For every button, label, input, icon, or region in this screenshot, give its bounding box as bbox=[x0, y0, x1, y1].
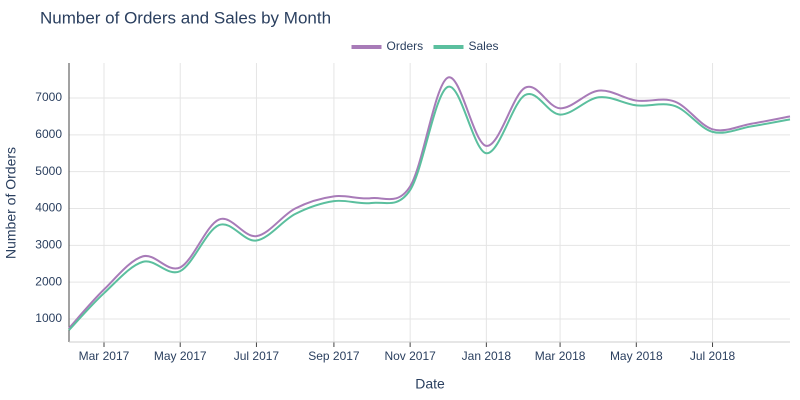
legend-label: Sales bbox=[469, 39, 499, 53]
x-tick-label: Jan 2018 bbox=[462, 349, 512, 363]
x-axis-title: Date bbox=[415, 376, 445, 392]
x-tick-label: Nov 2017 bbox=[384, 349, 436, 363]
series-line bbox=[68, 85, 791, 331]
y-tick-label: 4000 bbox=[35, 201, 62, 215]
legend: Orders Sales bbox=[351, 39, 499, 53]
x-tick-label: Jul 2017 bbox=[234, 349, 280, 363]
y-tick-label: 5000 bbox=[35, 164, 62, 178]
chart-title: Number of Orders and Sales by Month bbox=[40, 8, 331, 27]
x-tick-label: Sep 2017 bbox=[308, 349, 360, 363]
x-tick-label: Jul 2018 bbox=[690, 349, 736, 363]
x-tick-label: May 2018 bbox=[610, 349, 663, 363]
x-tick-label: Mar 2017 bbox=[79, 349, 130, 363]
y-axis-title: Number of Orders bbox=[3, 147, 19, 259]
y-tick-label: 2000 bbox=[35, 274, 62, 288]
y-tick-label: 7000 bbox=[35, 90, 62, 104]
x-tick-label: Mar 2018 bbox=[535, 349, 586, 363]
legend-label: Orders bbox=[387, 39, 424, 53]
series-line bbox=[68, 76, 791, 329]
y-tick-label: 1000 bbox=[35, 311, 62, 325]
y-tick-label: 6000 bbox=[35, 127, 62, 141]
x-tick-label: May 2017 bbox=[154, 349, 207, 363]
y-tick-label: 3000 bbox=[35, 237, 62, 251]
